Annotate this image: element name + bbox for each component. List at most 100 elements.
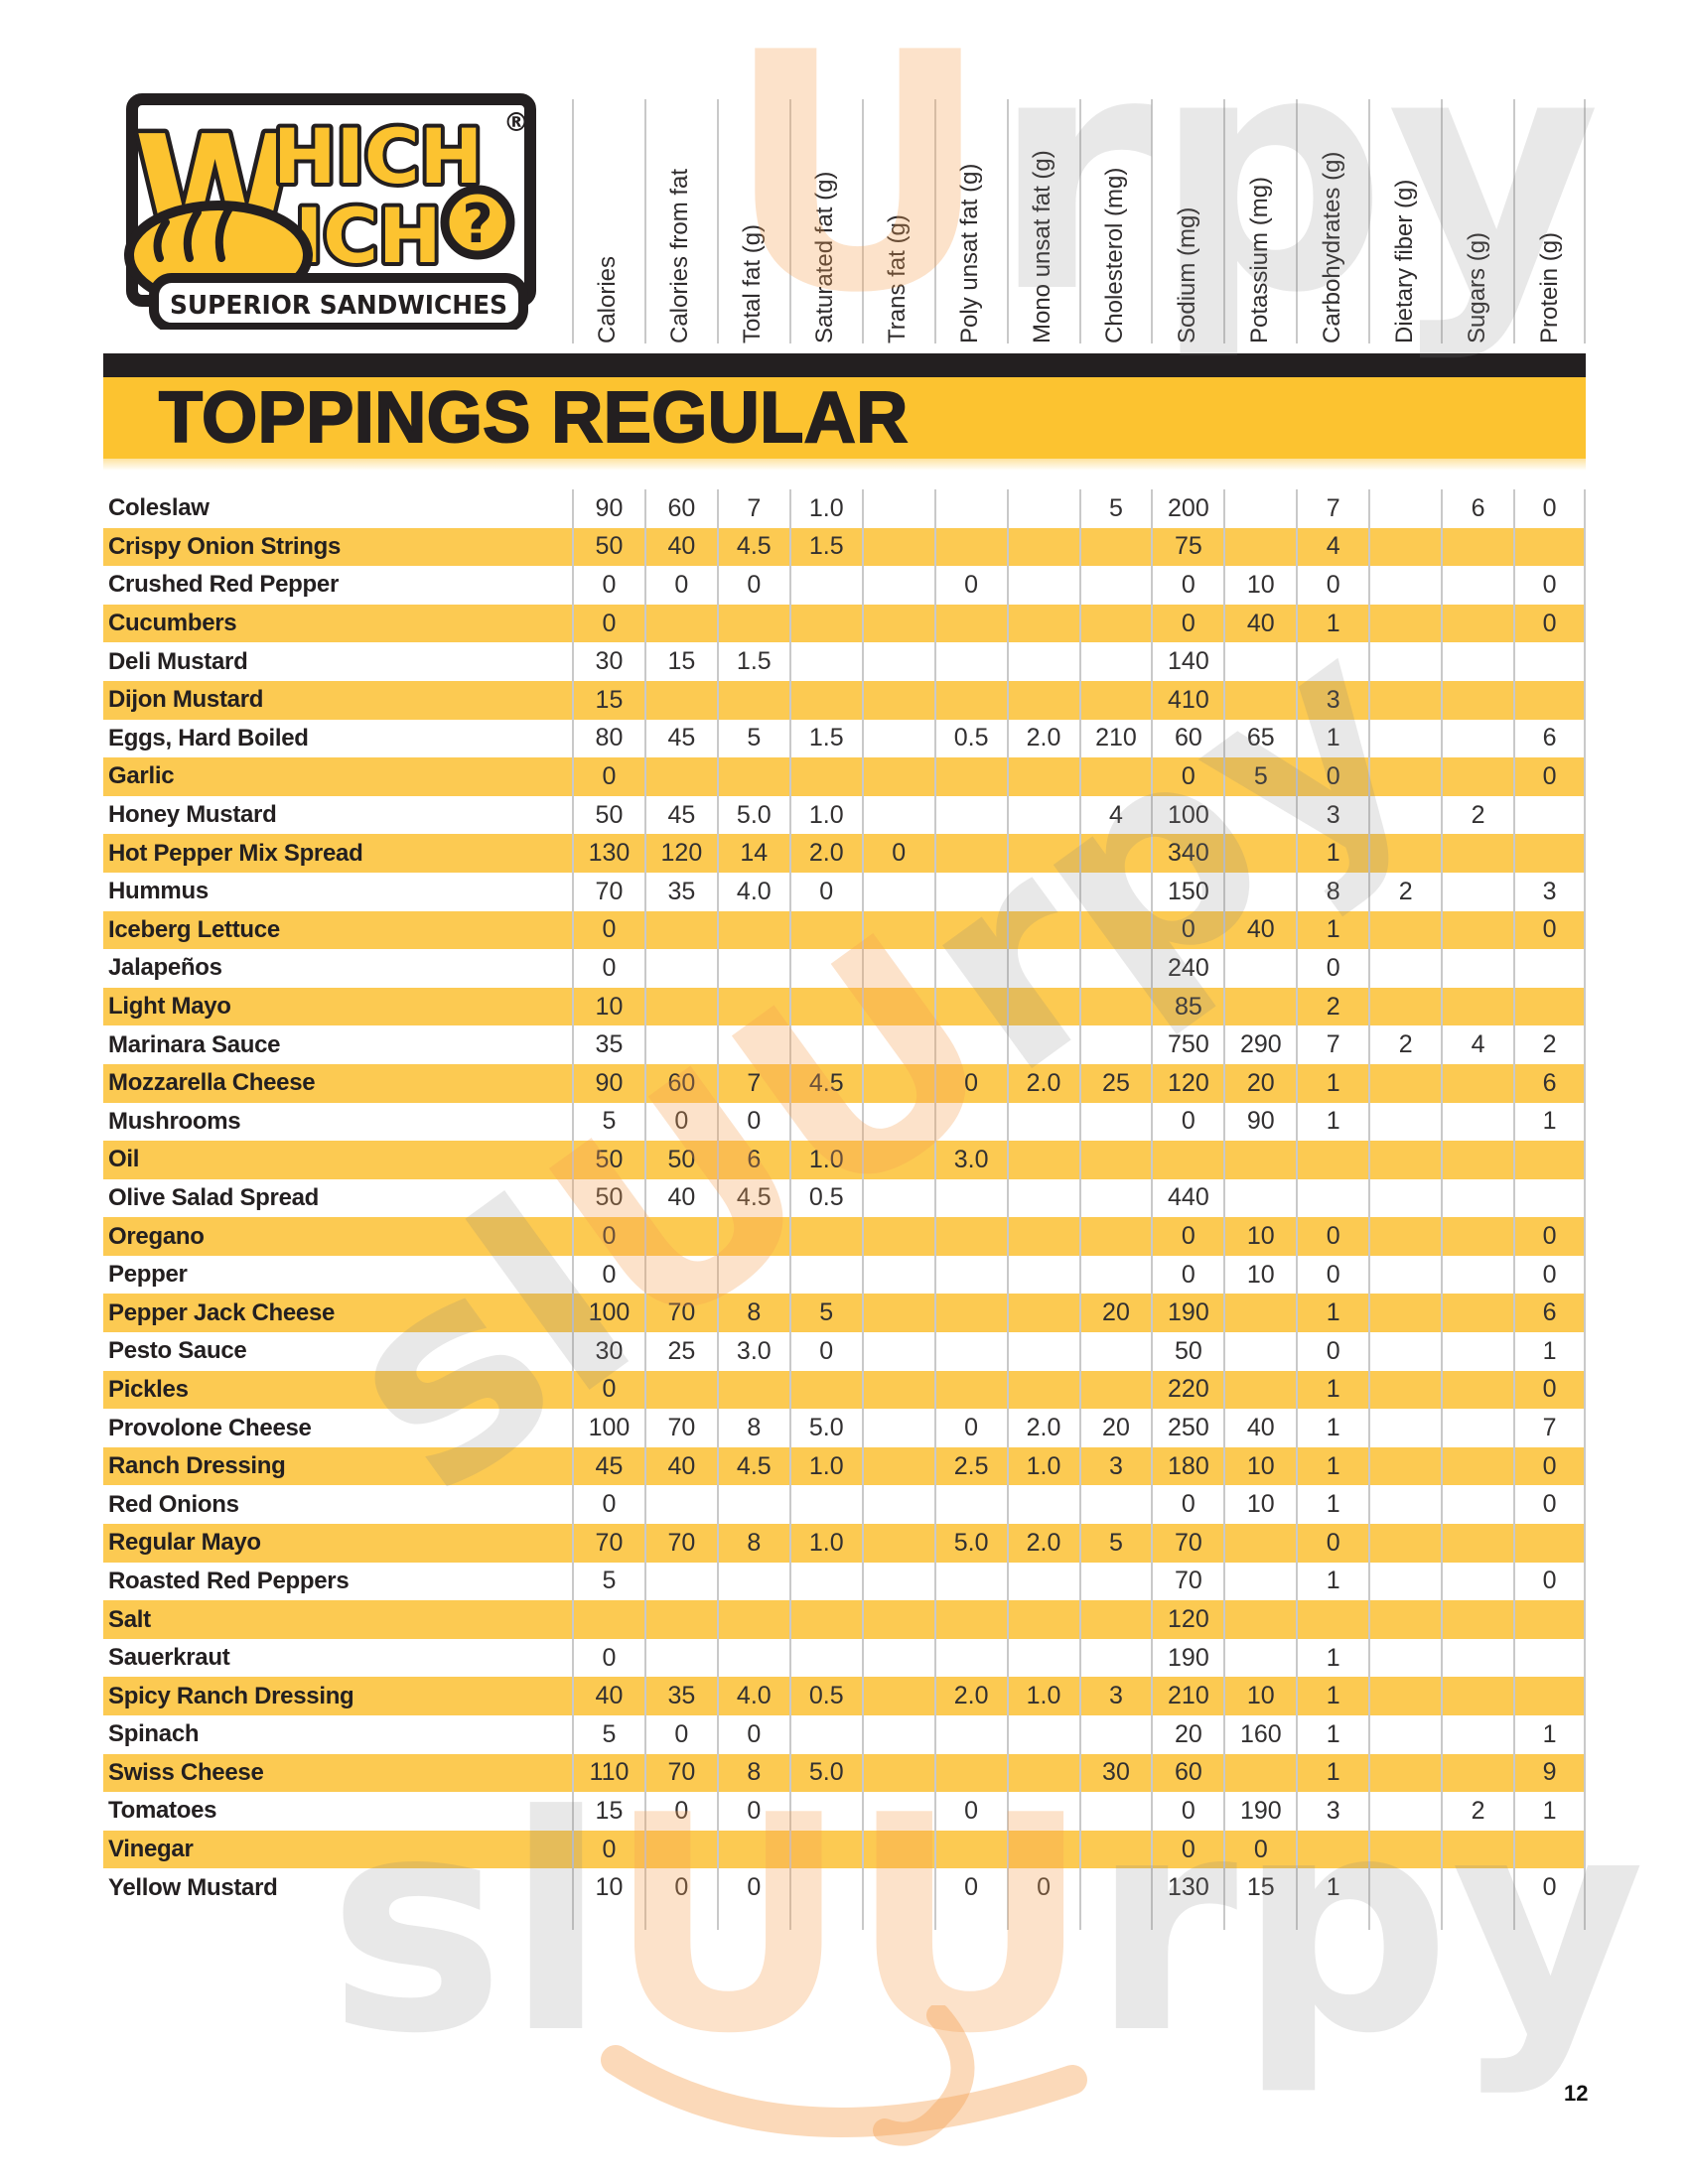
nutrition-value: 1	[1296, 834, 1368, 873]
nutrition-value: 15	[1223, 1868, 1296, 1907]
header-grid-line	[1513, 99, 1516, 343]
nutrition-value: 5	[1078, 489, 1152, 528]
nutrition-value	[1513, 1524, 1586, 1563]
nutrition-value: 150	[1151, 872, 1223, 911]
nutrition-value	[1368, 1141, 1441, 1179]
nutrition-value: 15	[572, 680, 644, 720]
nutrition-value: 5.0	[788, 1409, 862, 1447]
nutrition-value	[861, 719, 934, 758]
nutrition-value: 1.0	[1006, 1446, 1079, 1486]
nutrition-value: 0	[1513, 757, 1586, 796]
nutrition-value	[1513, 1178, 1586, 1218]
nutrition-value	[1368, 719, 1441, 758]
nutrition-value: 20	[1078, 1409, 1152, 1447]
nutrition-value	[1368, 987, 1441, 1026]
nutrition-value	[861, 1294, 934, 1333]
nutrition-value: 70	[643, 1524, 717, 1563]
nutrition-value	[788, 1217, 862, 1256]
topping-name: Yellow Mustard	[108, 1873, 278, 1901]
nutrition-value: 240	[1151, 949, 1223, 988]
nutrition-value: 6	[716, 1141, 789, 1179]
grid-line-stub	[788, 1906, 862, 1930]
nutrition-value: 35	[643, 1677, 717, 1715]
nutrition-value: 0	[1151, 1102, 1223, 1142]
nutrition-value	[643, 1217, 717, 1256]
nutrition-value: 0	[933, 566, 1007, 605]
nutrition-value	[1368, 1178, 1441, 1218]
nutrition-value	[788, 680, 862, 720]
nutrition-value: 10	[572, 1868, 644, 1907]
table-row: Oregano 0 0 10 0 0	[103, 1217, 1586, 1256]
nutrition-value: 130	[1151, 1868, 1223, 1907]
nutrition-value: 0	[1513, 566, 1586, 605]
column-header: Mono unsat fat (g)	[1029, 150, 1056, 343]
nutrition-value	[1223, 834, 1296, 873]
nutrition-value	[1223, 949, 1296, 988]
nutrition-value	[933, 1025, 1007, 1064]
nutrition-value: 40	[643, 527, 717, 567]
nutrition-value: 1	[1296, 1102, 1368, 1142]
logo-word-bottom: ICH	[295, 192, 442, 280]
nutrition-value: 0	[1296, 1255, 1368, 1295]
nutrition-value: 60	[643, 1063, 717, 1103]
nutrition-value: 10	[1223, 1485, 1296, 1525]
nutrition-value: 0	[572, 1255, 644, 1295]
topping-name: Hummus	[108, 878, 209, 905]
nutrition-value: 25	[1078, 1063, 1152, 1103]
nutrition-value: 2	[1368, 1025, 1441, 1064]
nutrition-value	[1078, 1600, 1152, 1639]
nutrition-value: 1	[1296, 1446, 1368, 1486]
nutrition-value	[1441, 1332, 1513, 1371]
nutrition-value: 3.0	[933, 1141, 1007, 1179]
nutrition-value: 60	[1151, 1753, 1223, 1793]
nutrition-value	[716, 1485, 789, 1525]
nutrition-value	[788, 1868, 862, 1907]
nutrition-value: 70	[643, 1753, 717, 1793]
table-row: Hot Pepper Mix Spread 130 120 14 2.0 0 340 1	[103, 834, 1586, 873]
nutrition-value: 7	[1296, 489, 1368, 528]
nutrition-value	[933, 1332, 1007, 1371]
nutrition-value	[1368, 566, 1441, 605]
nutrition-value	[1078, 1025, 1152, 1064]
nutrition-value: 20	[1078, 1294, 1152, 1333]
nutrition-value: 290	[1223, 1025, 1296, 1064]
nutrition-value	[1441, 1562, 1513, 1601]
nutrition-value	[1441, 566, 1513, 605]
table-row: Pepper 0 0 10 0 0	[103, 1255, 1586, 1295]
nutrition-value: 0	[1223, 1830, 1296, 1869]
nutrition-value	[933, 1294, 1007, 1333]
header-grid-line	[933, 99, 936, 343]
column-header: Saturated fat (g)	[811, 171, 839, 343]
topping-name: Tomatoes	[108, 1797, 217, 1825]
nutrition-value	[1078, 1217, 1152, 1256]
nutrition-value	[861, 1332, 934, 1371]
nutrition-value: 110	[572, 1753, 644, 1793]
topping-name: Oil	[108, 1146, 140, 1173]
nutrition-value: 0	[933, 1792, 1007, 1831]
nutrition-value	[1006, 1370, 1079, 1410]
column-header: Trans fat (g)	[884, 214, 912, 343]
nutrition-value: 0	[1296, 1217, 1368, 1256]
nutrition-value	[643, 1255, 717, 1295]
nutrition-value: 0	[1151, 757, 1223, 796]
nutrition-value	[1006, 1792, 1079, 1831]
nutrition-value	[788, 1830, 862, 1869]
tagline-pill	[149, 273, 528, 333]
nutrition-value: 5	[1078, 1524, 1152, 1563]
table-row: Swiss Cheese 110 70 8 5.0 30 60 1 9	[103, 1753, 1586, 1793]
nutrition-value	[1223, 795, 1296, 835]
topping-name: Regular Mayo	[108, 1529, 261, 1557]
nutrition-value	[1513, 795, 1586, 835]
header-grid-line	[1223, 99, 1226, 343]
nutrition-value	[1368, 1217, 1441, 1256]
nutrition-value	[1006, 642, 1079, 681]
grid-line-stub	[1441, 1906, 1513, 1930]
topping-name: Mushrooms	[108, 1107, 241, 1135]
nutrition-value	[788, 604, 862, 643]
title-band-fade	[103, 459, 1586, 471]
nutrition-value	[861, 757, 934, 796]
nutrition-value	[1368, 1562, 1441, 1601]
nutrition-value: 1	[1513, 1792, 1586, 1831]
nutrition-value: 0	[572, 1830, 644, 1869]
nutrition-value: 0	[716, 566, 789, 605]
